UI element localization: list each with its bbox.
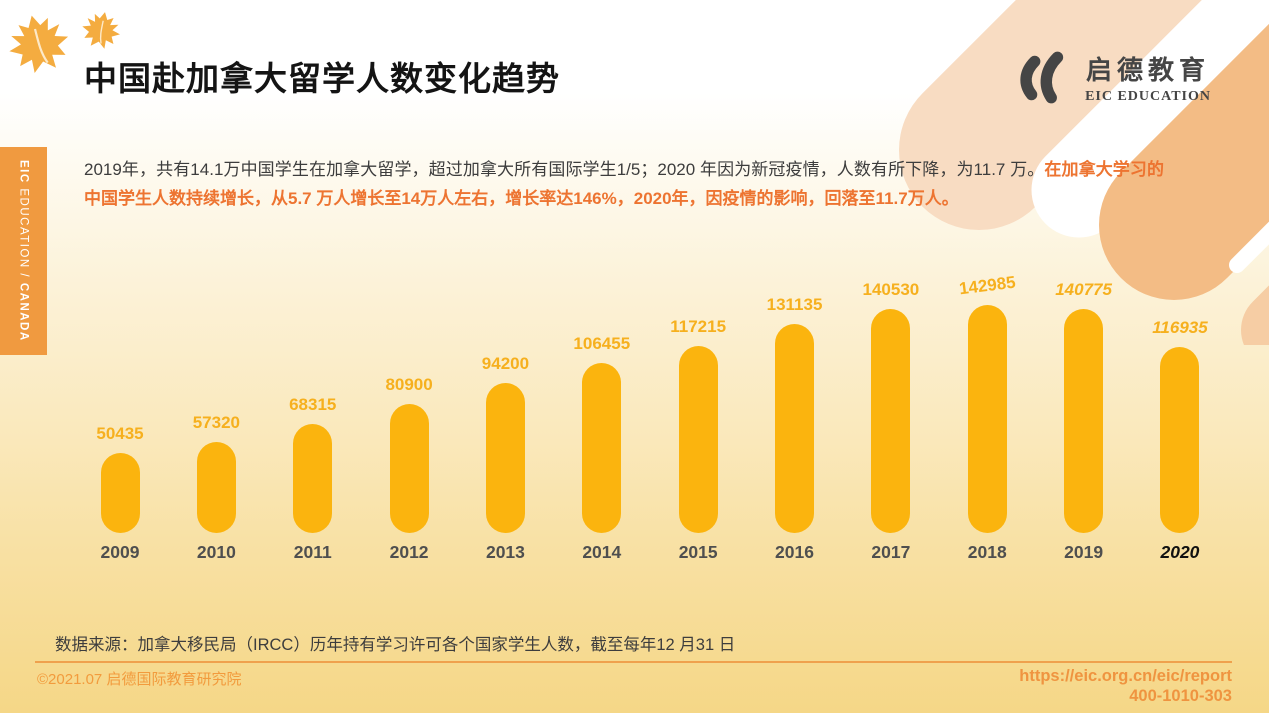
chart-column: 142985 2018 bbox=[941, 272, 1033, 564]
chart-column: 140775 2019 bbox=[1038, 280, 1130, 564]
bar bbox=[196, 442, 236, 533]
bar bbox=[678, 346, 718, 533]
bar-value-label: 68315 bbox=[289, 395, 337, 414]
bar bbox=[485, 383, 525, 533]
bar-value-label: 117215 bbox=[670, 317, 727, 336]
data-source-note: 数据来源：加拿大移民局（IRCC）历年持有学习许可各个国家学生人数，截至每年12… bbox=[55, 636, 736, 654]
bar-value-label: 116935 bbox=[1152, 318, 1208, 337]
x-axis-label: 2019 bbox=[1064, 542, 1104, 562]
x-axis-label: 2013 bbox=[485, 542, 525, 562]
eic-logo-icon bbox=[1020, 51, 1064, 104]
bar bbox=[100, 453, 140, 533]
intro-highlight-text: 在加拿大学习的中国学生人数持续增长，从5.7 万人增长至14万人左右，增长率达1… bbox=[84, 160, 1164, 208]
bar-chart: 50435 2009 57320 2010 68315 2011 80900 2012 9420… bbox=[74, 268, 1226, 564]
bar bbox=[1064, 309, 1104, 533]
bar bbox=[775, 324, 815, 533]
eic-logo: 启德教育 EIC EDUCATION bbox=[1015, 48, 1211, 106]
bar bbox=[871, 309, 911, 533]
footer-contact: https://eic.org.cn/eic/report 400-1010-3… bbox=[1019, 666, 1232, 706]
sidebar-vertical-label: EIC EDUCATION / CANADA bbox=[18, 160, 30, 342]
x-axis-label: 2011 bbox=[293, 542, 332, 562]
bar bbox=[293, 424, 333, 533]
footer-phone: 400-1010-303 bbox=[1129, 687, 1232, 705]
chart-column: 80900 2012 bbox=[363, 375, 455, 564]
chart-column: 116935 2020 bbox=[1134, 318, 1226, 564]
footer-copyright: ©2021.07 启德国际教育研究院 bbox=[37, 671, 242, 688]
logo-cn-name: 启德教育 bbox=[1086, 54, 1211, 85]
intro-normal-text: 2019年，共有14.1万中国学生在加拿大留学，超过加拿大所有国际学生1/5；2… bbox=[84, 160, 1045, 179]
bar-value-label: 140530 bbox=[862, 280, 920, 299]
maple-leaf-icon bbox=[82, 12, 120, 49]
chart-column: 140530 2017 bbox=[845, 280, 937, 564]
bar-value-label: 131135 bbox=[766, 295, 823, 314]
intro-paragraph: 2019年，共有14.1万中国学生在加拿大留学，超过加拿大所有国际学生1/5；2… bbox=[84, 155, 1164, 213]
x-axis-label: 2015 bbox=[678, 542, 718, 562]
bar-value-label: 80900 bbox=[385, 375, 433, 394]
sidebar-tab-canada: EIC EDUCATION / CANADA bbox=[0, 147, 47, 355]
maple-leaf-icon bbox=[9, 15, 69, 74]
bar-value-label: 50435 bbox=[96, 424, 144, 443]
bar-value-label: 142985 bbox=[957, 272, 1017, 299]
sidebar-region: CANADA bbox=[17, 282, 30, 342]
chart-column: 106455 2014 bbox=[556, 334, 648, 564]
bar-value-label: 94200 bbox=[481, 354, 530, 373]
bar bbox=[582, 363, 622, 533]
x-axis-label: 2020 bbox=[1160, 542, 1200, 562]
x-axis-label: 2014 bbox=[582, 542, 622, 562]
bar-value-label: 140775 bbox=[1055, 280, 1112, 299]
eic-logo-text: 启德教育 EIC EDUCATION bbox=[1085, 50, 1211, 105]
x-axis-label: 2010 bbox=[196, 542, 236, 562]
x-axis-label: 2018 bbox=[967, 542, 1007, 562]
chart-column: 94200 2013 bbox=[459, 354, 551, 564]
bar bbox=[967, 305, 1007, 533]
sidebar-brand-rest: EDUCATION / bbox=[17, 183, 30, 283]
maple-leaves bbox=[6, 8, 136, 93]
footer-url[interactable]: https://eic.org.cn/eic/report bbox=[1019, 667, 1232, 685]
x-axis-label: 2012 bbox=[389, 542, 429, 562]
chart-column: 117215 2015 bbox=[652, 317, 744, 564]
bar bbox=[1160, 347, 1200, 533]
sidebar-brand: EIC bbox=[17, 160, 30, 184]
x-axis-label: 2017 bbox=[871, 542, 911, 562]
logo-en-name: EIC EDUCATION bbox=[1085, 88, 1211, 104]
chart-column: 57320 2010 bbox=[170, 413, 262, 564]
footer-divider bbox=[35, 661, 1232, 663]
x-axis-label: 2009 bbox=[100, 542, 140, 562]
bar-value-label: 57320 bbox=[192, 413, 240, 432]
bar bbox=[389, 404, 429, 533]
chart-column: 50435 2009 bbox=[74, 424, 166, 564]
bar-value-label: 106455 bbox=[573, 334, 631, 353]
x-axis-label: 2016 bbox=[775, 542, 814, 562]
page-title: 中国赴加拿大留学人数变化趋势 bbox=[84, 60, 560, 98]
chart-column: 68315 2011 bbox=[267, 395, 359, 564]
chart-column: 131135 2016 bbox=[749, 295, 841, 564]
